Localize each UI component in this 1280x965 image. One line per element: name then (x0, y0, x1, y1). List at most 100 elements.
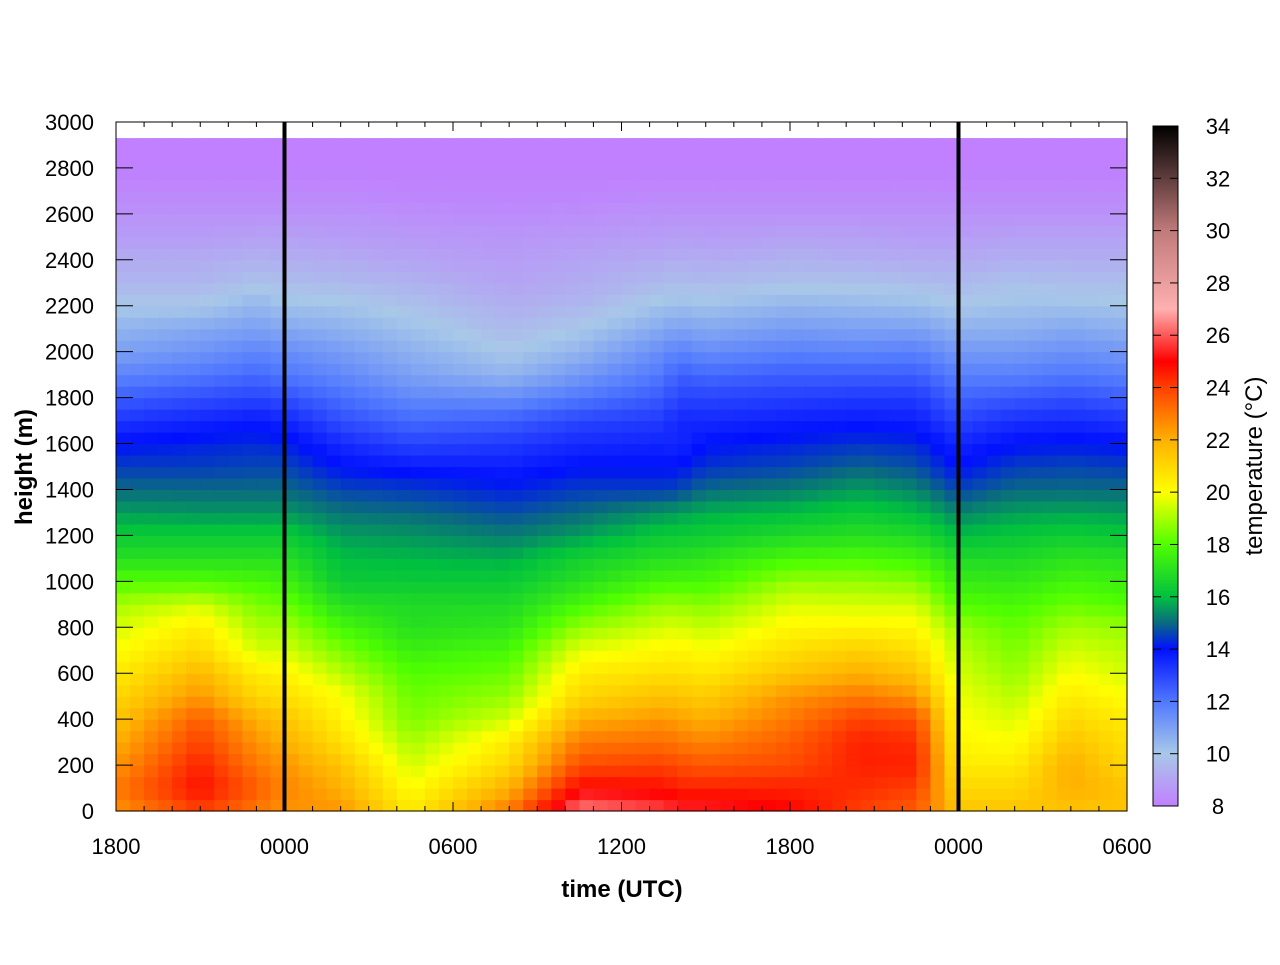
heatmap-cell (242, 546, 258, 559)
heatmap-cell (1098, 294, 1114, 307)
heatmap-cell (705, 317, 721, 330)
heatmap-cell (537, 489, 552, 502)
heatmap-cell (1056, 317, 1072, 330)
heatmap-cell (663, 592, 679, 605)
heatmap-cell (874, 443, 889, 456)
heatmap-cell (312, 420, 328, 433)
heatmap-cell (495, 179, 510, 192)
heatmap-cell (565, 638, 580, 651)
heatmap-cell (354, 673, 370, 686)
heatmap-cell (888, 753, 903, 766)
heatmap-cell (1000, 443, 1016, 456)
heatmap-cell (790, 144, 805, 158)
heatmap-cell (593, 569, 609, 582)
heatmap-cell (298, 386, 314, 399)
heatmap-cell (1028, 696, 1044, 709)
heatmap-cell (860, 799, 875, 812)
heatmap-cell (790, 420, 805, 433)
heatmap-cell (1014, 489, 1030, 502)
heatmap-cell (747, 363, 763, 376)
heatmap-cell (1000, 742, 1016, 755)
heatmap-cell (551, 190, 566, 203)
heatmap-cell (116, 500, 131, 514)
heatmap-cell (1070, 742, 1086, 755)
heatmap-cell (761, 225, 777, 238)
heatmap-cell (438, 248, 454, 261)
heatmap-cell (116, 661, 131, 674)
heatmap-cell (635, 156, 651, 169)
heatmap-cell (396, 753, 412, 766)
heatmap-cell (495, 489, 510, 502)
heatmap-cell (790, 489, 805, 502)
heatmap-cell (832, 386, 847, 399)
heatmap-cell (396, 604, 412, 617)
heatmap-cell (1000, 328, 1016, 341)
heatmap-cell (986, 156, 1002, 169)
heatmap-cell (565, 523, 580, 536)
heatmap-cell (747, 443, 763, 456)
heatmap-cell (242, 615, 258, 628)
heatmap-cell (172, 167, 187, 181)
heatmap-cell (649, 581, 665, 594)
heatmap-cell (354, 799, 370, 812)
heatmap-cell (158, 236, 173, 249)
heatmap-cell (1070, 489, 1086, 502)
heatmap-cell (368, 535, 384, 548)
heatmap-cell (551, 282, 566, 295)
heatmap-cell (354, 156, 370, 169)
heatmap-cell (326, 420, 342, 433)
heatmap-cell (537, 317, 552, 330)
heatmap-cell (930, 317, 946, 330)
heatmap-cell (916, 592, 932, 605)
heatmap-cell (453, 730, 468, 743)
heatmap-cell (116, 305, 131, 318)
heatmap-cell (733, 742, 749, 755)
heatmap-cell (775, 190, 791, 203)
heatmap-cell (649, 477, 665, 491)
heatmap-cell (986, 202, 1002, 215)
heatmap-cell (818, 650, 833, 663)
heatmap-cell (382, 615, 398, 628)
heatmap-cell (270, 776, 286, 789)
heatmap-cell (593, 409, 609, 422)
heatmap-cell (790, 328, 805, 341)
heatmap-cell (1084, 305, 1100, 318)
heatmap-cell (495, 420, 510, 433)
heatmap-cell (593, 317, 609, 330)
heatmap-cell (298, 466, 314, 479)
heatmap-cell (1000, 248, 1016, 261)
heatmap-cell (874, 466, 889, 479)
heatmap-cell (635, 317, 651, 330)
heatmap-cell (481, 351, 496, 364)
heatmap-cell (326, 661, 342, 674)
heatmap-cell (242, 799, 258, 812)
heatmap-cell (1056, 190, 1072, 203)
heatmap-cell (354, 684, 370, 697)
heatmap-cell (790, 305, 805, 318)
heatmap-cell (481, 684, 496, 697)
heatmap-cell (453, 259, 468, 272)
heatmap-cell (930, 765, 946, 778)
heatmap-cell (691, 512, 707, 525)
heatmap-cell (200, 684, 215, 697)
heatmap-cell (944, 489, 960, 502)
heatmap-cell (804, 661, 819, 674)
heatmap-cell (888, 409, 903, 422)
heatmap-cell (804, 466, 819, 479)
heatmap-cell (972, 374, 988, 387)
heatmap-cell (944, 753, 960, 766)
heatmap-cell (1070, 650, 1086, 663)
heatmap-cell (298, 753, 314, 766)
heatmap-cell (130, 305, 145, 318)
heatmap-cell (846, 202, 861, 215)
heatmap-cell (1098, 351, 1114, 364)
heatmap-cell (284, 317, 300, 330)
heatmap-cell (1000, 259, 1016, 272)
heatmap-cell (382, 661, 398, 674)
heatmap-cell (144, 558, 159, 571)
heatmap-cell (888, 294, 903, 307)
heatmap-cell (186, 466, 201, 479)
heatmap-cell (256, 328, 272, 341)
heatmap-cell (565, 707, 580, 720)
